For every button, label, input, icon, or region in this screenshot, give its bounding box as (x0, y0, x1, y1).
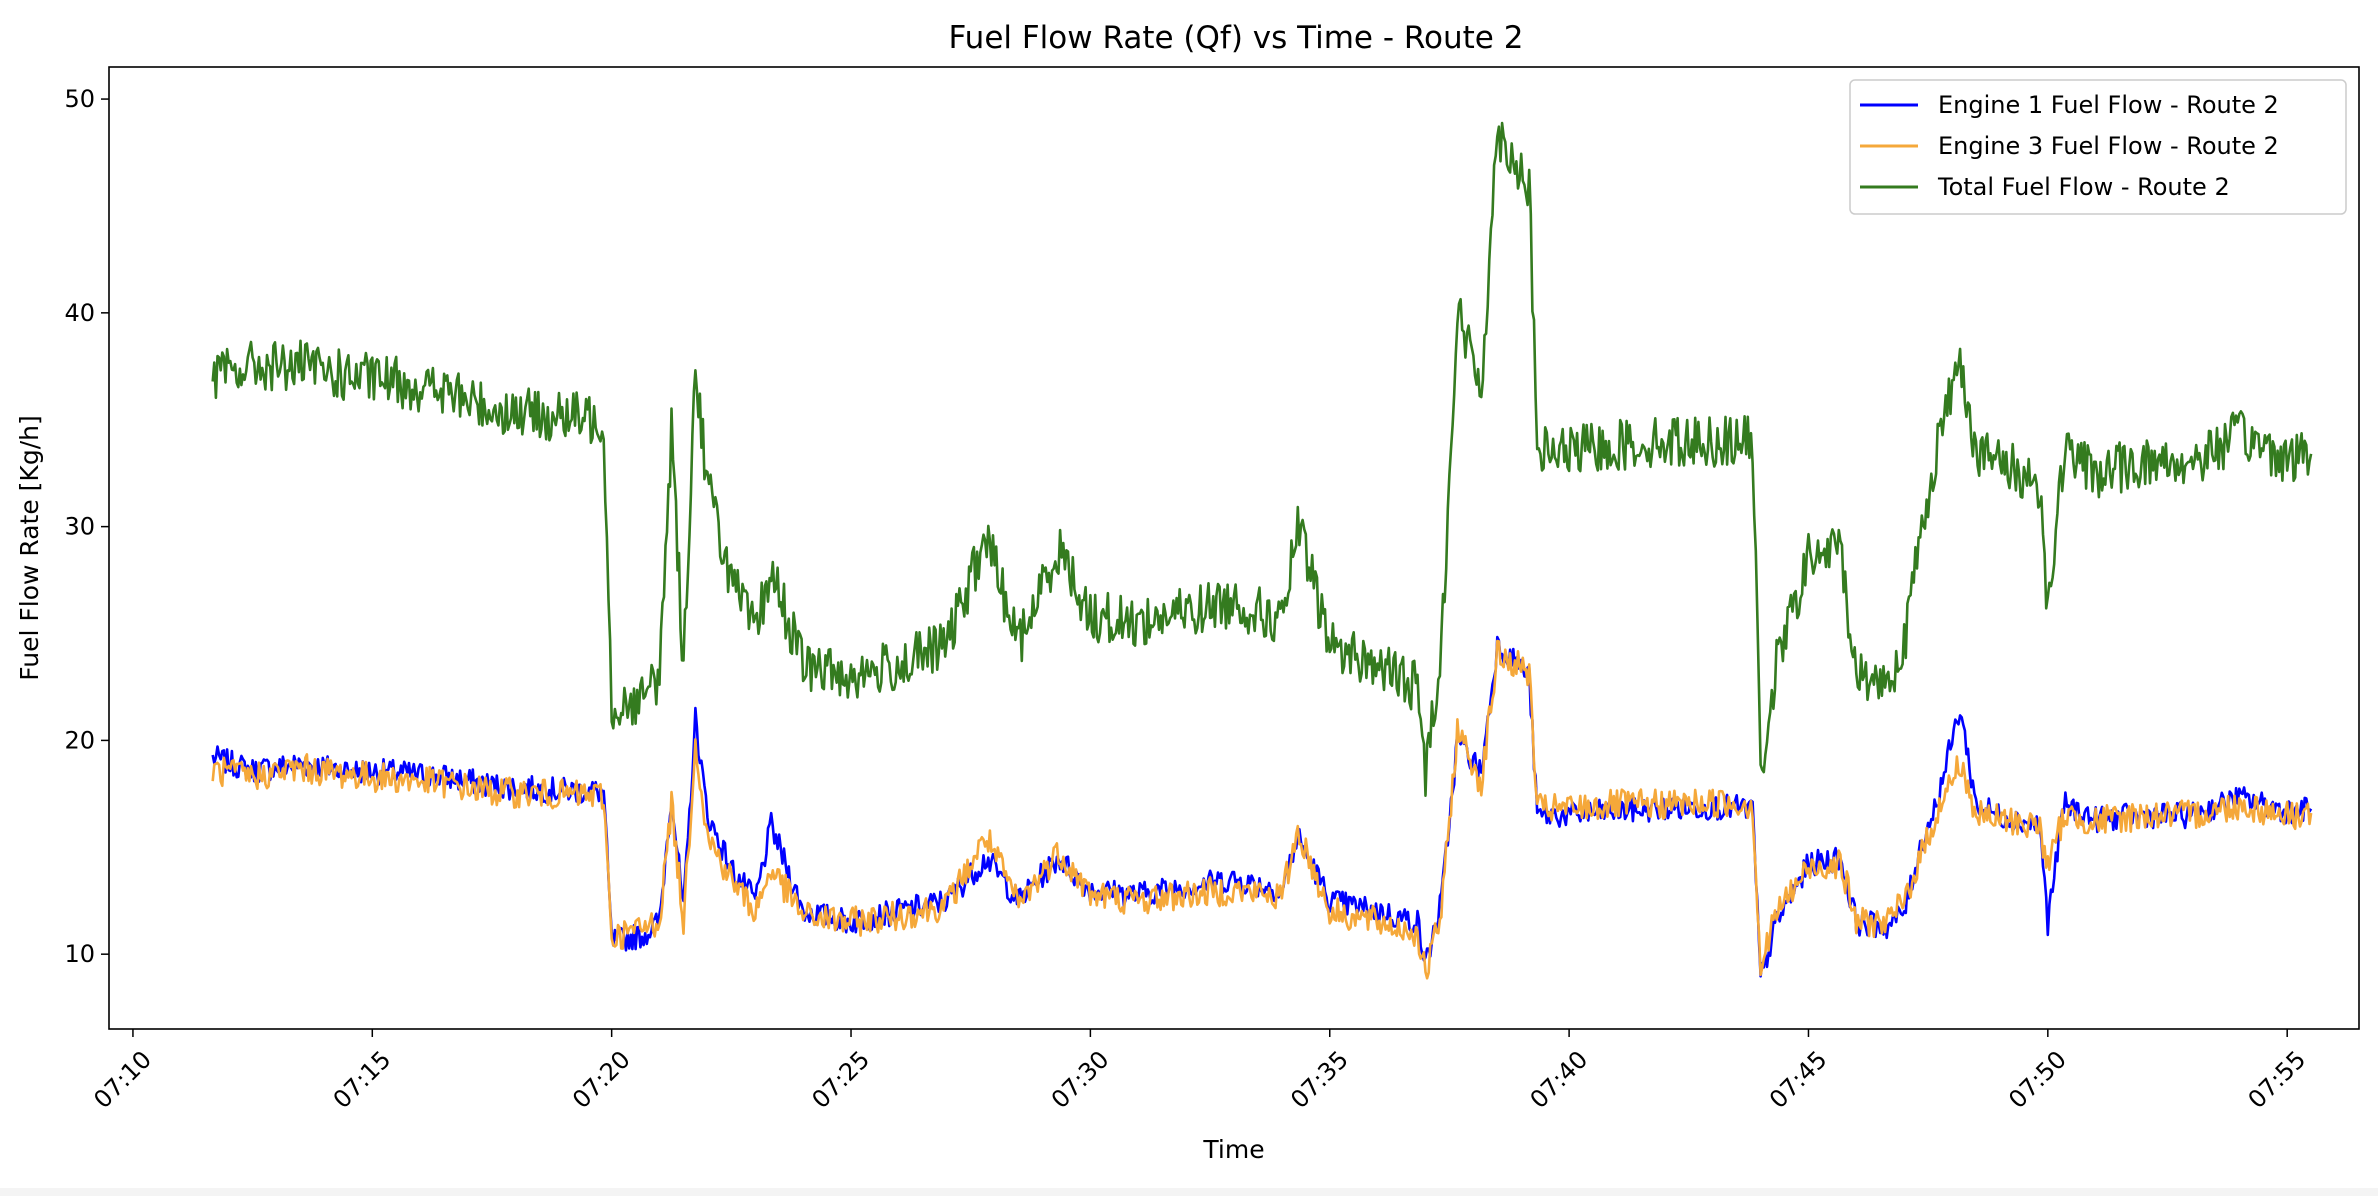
chart-title: Fuel Flow Rate (Qf) vs Time - Route 2 (949, 20, 1524, 56)
legend-label-1: Engine 1 Fuel Flow - Route 2 (1938, 91, 2279, 119)
series-line-2 (211, 639, 2313, 980)
y-axis: 10 20 30 40 50 (64, 85, 109, 968)
bottom-strip (0, 1188, 2378, 1196)
series-layer (211, 121, 2313, 980)
y-axis-title: Fuel Flow Rate [Kg/h] (15, 415, 44, 680)
y-tick-label: 20 (64, 726, 95, 754)
legend-box (1849, 79, 2347, 215)
y-tick-label: 50 (64, 85, 95, 113)
plot-frame (108, 66, 2360, 1030)
legend-label-3: Total Fuel Flow - Route 2 (1937, 173, 2230, 201)
series-line-3 (211, 121, 2313, 797)
y-tick-label: 10 (64, 940, 95, 968)
y-tick-label: 30 (64, 513, 95, 541)
legend: Engine 1 Fuel Flow - Route 2 Engine 3 Fue… (1849, 79, 2347, 215)
legend-label-2: Engine 3 Fuel Flow - Route 2 (1938, 132, 2279, 160)
x-axis-title: Time (1202, 1135, 1264, 1164)
y-tick-label: 40 (64, 299, 95, 327)
